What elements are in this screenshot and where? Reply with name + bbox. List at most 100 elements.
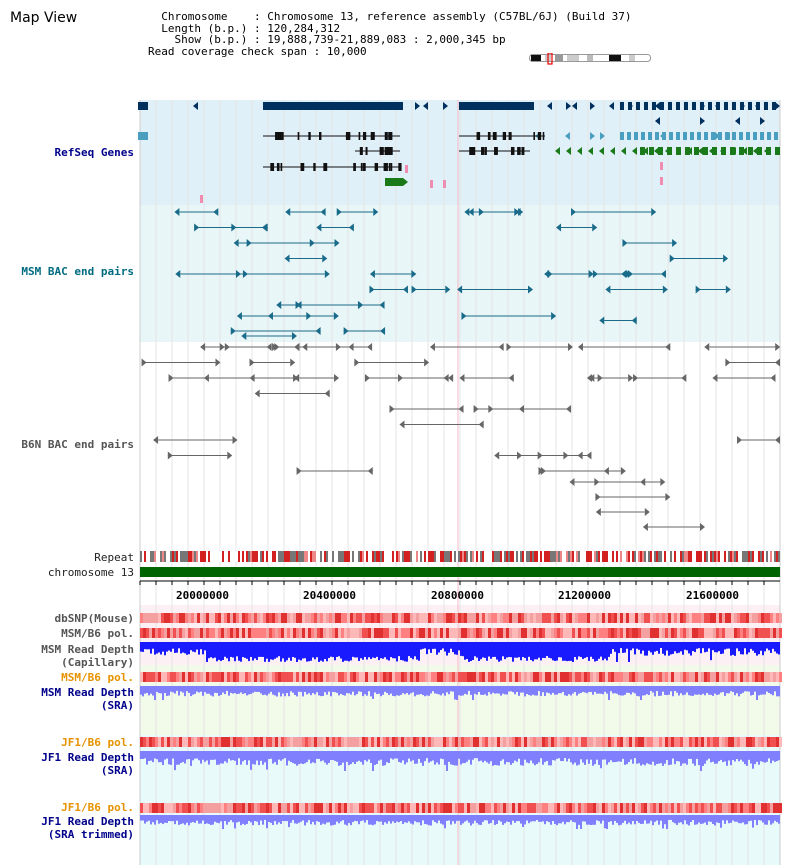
heat-cell: [596, 628, 599, 638]
repeat-segment: [438, 551, 440, 562]
feature-arrow: [367, 467, 373, 475]
heat-cell: [629, 672, 632, 682]
depth-bar: [544, 642, 546, 659]
heat-cell: [386, 613, 389, 623]
heat-cell: [215, 803, 218, 813]
depth-bar: [218, 686, 220, 696]
depth-bar: [724, 815, 726, 824]
depth-bar: [182, 751, 184, 762]
heat-cell: [317, 737, 320, 747]
depth-bar: [254, 642, 256, 659]
heat-cell: [467, 628, 470, 638]
repeat-segment: [698, 551, 700, 562]
heat-cell: [407, 613, 410, 623]
heat-cell: [338, 672, 341, 682]
depth-bar: [654, 815, 656, 822]
depth-bar: [546, 815, 548, 822]
heat-cell: [758, 613, 761, 623]
heat-cell: [173, 628, 176, 638]
heat-cell: [218, 803, 221, 813]
depth-bar: [692, 815, 694, 821]
heat-cell: [410, 613, 413, 623]
heat-cell: [176, 737, 179, 747]
depth-bar: [700, 751, 702, 771]
heat-cell: [182, 672, 185, 682]
depth-bar: [270, 751, 272, 759]
depth-bar: [410, 686, 412, 694]
heat-cell: [347, 672, 350, 682]
exon: [502, 132, 507, 140]
depth-bar: [748, 815, 750, 822]
repeat-segment: [402, 551, 404, 562]
depth-bar: [340, 686, 342, 694]
axis-tick-label: 20000000: [176, 589, 229, 602]
chromosome-ideogram[interactable]: [529, 53, 653, 65]
repeat-segment: [540, 551, 542, 562]
depth-bar: [568, 751, 570, 759]
heat-cell: [254, 737, 257, 747]
depth-bar: [140, 815, 142, 821]
heat-cell: [482, 628, 485, 638]
heat-cell: [464, 803, 467, 813]
repeat-segment: [578, 551, 580, 562]
depth-bar: [340, 815, 342, 822]
depth-bar: [310, 751, 312, 764]
heat-cell: [275, 803, 278, 813]
heat-cell: [662, 737, 665, 747]
depth-bar: [762, 815, 764, 823]
depth-bar: [266, 642, 268, 659]
heat-cell: [449, 613, 452, 623]
depth-bar: [638, 751, 640, 764]
depth-bar: [678, 751, 680, 762]
depth-bar: [494, 751, 496, 765]
depth-bar: [296, 815, 298, 824]
depth-bar: [592, 642, 594, 659]
depth-bar: [380, 642, 382, 659]
depth-bar: [300, 686, 302, 692]
heat-cell: [416, 803, 419, 813]
heat-cell: [614, 613, 617, 623]
depth-bar: [320, 642, 322, 661]
depth-bar: [514, 815, 516, 823]
heat-cell: [272, 628, 275, 638]
depth-bar: [412, 686, 414, 693]
heat-cell: [239, 628, 242, 638]
depth-bar: [776, 642, 778, 654]
heat-cell: [326, 628, 329, 638]
repeat-segment: [188, 551, 190, 562]
depth-bar: [700, 686, 702, 696]
heat-cell: [614, 672, 617, 682]
feature-arrow: [654, 147, 659, 155]
depth-bar: [150, 686, 152, 694]
repeat-segment: [260, 551, 262, 562]
depth-bar: [454, 686, 456, 700]
heat-cell: [407, 803, 410, 813]
depth-bar: [370, 642, 372, 659]
depth-bar: [574, 686, 576, 693]
track-label-msm-bac: MSM BAC end pairs: [21, 265, 134, 278]
depth-bar: [654, 686, 656, 697]
depth-bar: [398, 686, 400, 696]
heat-cell: [506, 613, 509, 623]
coverage-key: Read coverage check span: [148, 44, 307, 58]
heat-cell: [545, 672, 548, 682]
heat-cell: [683, 737, 686, 747]
heat-cell: [638, 628, 641, 638]
heat-cell: [491, 672, 494, 682]
depth-bar: [558, 751, 560, 759]
heat-cell: [395, 672, 398, 682]
depth-bar: [594, 642, 596, 662]
repeat-segment: [286, 551, 288, 562]
heat-cell: [746, 613, 749, 623]
heat-cell: [248, 803, 251, 813]
feature-arrow: [498, 343, 504, 351]
heat-cell: [674, 737, 677, 747]
heat-cell: [398, 613, 401, 623]
depth-bar: [486, 642, 488, 661]
heat-cell: [494, 672, 497, 682]
heat-cell: [338, 737, 341, 747]
depth-bar: [274, 686, 276, 696]
depth-bar: [342, 642, 344, 662]
depth-bar: [174, 642, 176, 653]
